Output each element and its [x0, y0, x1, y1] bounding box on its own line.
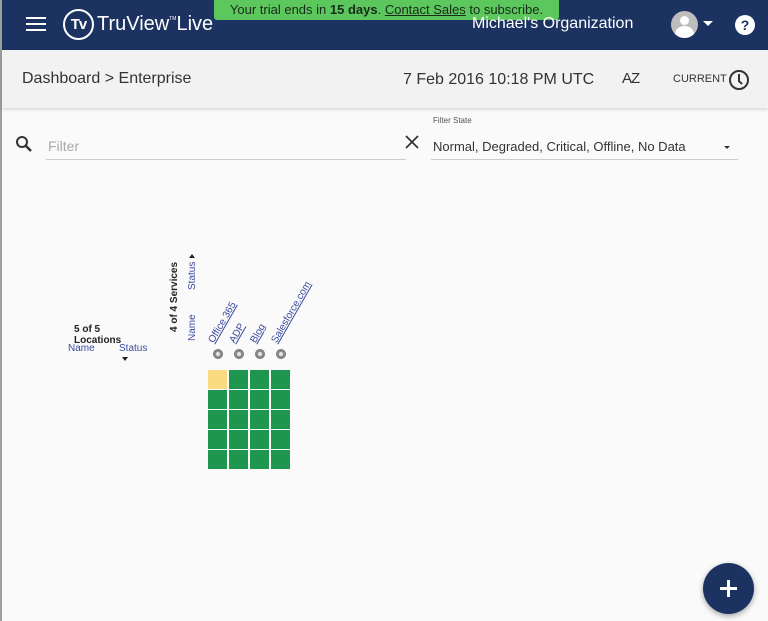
status-cell-normal[interactable] — [250, 430, 269, 449]
globe-icon — [234, 349, 244, 359]
menu-icon[interactable] — [26, 17, 46, 33]
add-button[interactable] — [703, 563, 754, 614]
current-time-button[interactable]: CURRENT — [673, 73, 727, 85]
status-cell-normal[interactable] — [250, 450, 269, 469]
status-cell-normal[interactable] — [250, 410, 269, 429]
top-app-bar: Tv TruViewTMLive Your trial ends in 15 d… — [2, 0, 768, 50]
status-cell-normal[interactable] — [271, 410, 290, 429]
trial-banner: Your trial ends in 15 days. Contact Sale… — [214, 0, 559, 20]
logo-badge: Tv — [63, 9, 94, 40]
trial-days: 15 days — [329, 2, 378, 17]
search-icon — [16, 136, 32, 152]
app-logo[interactable]: Tv TruViewTMLive — [63, 9, 213, 40]
sort-caret-icon — [189, 253, 196, 258]
chevron-down-icon — [724, 146, 730, 149]
sort-az-icon[interactable]: AZ — [622, 70, 640, 87]
breadcrumb: Dashboard > Enterprise — [22, 70, 192, 87]
filter-input[interactable] — [46, 132, 406, 160]
app-name: TruViewTMLive — [97, 13, 214, 35]
status-cell-normal[interactable] — [271, 390, 290, 409]
locations-sort-status[interactable]: Status — [119, 343, 147, 365]
status-cell-normal[interactable] — [229, 410, 248, 429]
status-cell-degraded[interactable] — [208, 370, 227, 389]
services-sort-status[interactable]: Status — [187, 253, 198, 290]
globe-icon — [255, 349, 265, 359]
clear-filter-icon[interactable] — [404, 134, 420, 150]
status-cell-normal[interactable] — [271, 370, 290, 389]
globe-icon — [213, 349, 223, 359]
status-cell-normal[interactable] — [250, 390, 269, 409]
locations-sort-name[interactable]: Name — [68, 343, 95, 354]
sort-caret-icon — [122, 357, 128, 362]
page-header: Dashboard > Enterprise 7 Feb 2016 10:18 … — [2, 50, 768, 108]
status-cell-normal[interactable] — [229, 430, 248, 449]
locations-count: 5 of 5 Locations — [74, 324, 122, 346]
status-cell-normal[interactable] — [229, 390, 248, 409]
service-header-salesforce[interactable]: Salesforce.com — [269, 279, 314, 345]
clock-icon[interactable] — [729, 70, 749, 90]
services-count: 4 of 4 Services — [169, 261, 180, 332]
status-cell-normal[interactable] — [208, 430, 227, 449]
user-menu-caret-icon[interactable] — [703, 21, 713, 26]
status-cell-normal[interactable] — [229, 450, 248, 469]
status-cell-normal[interactable] — [208, 390, 227, 409]
filter-state-label: Filter State — [433, 116, 472, 125]
breadcrumb-enterprise: Enterprise — [118, 70, 192, 87]
status-cell-normal[interactable] — [271, 450, 290, 469]
globe-icon — [276, 349, 286, 359]
status-cell-normal[interactable] — [250, 370, 269, 389]
help-icon[interactable]: ? — [735, 15, 755, 35]
current-datetime[interactable]: 7 Feb 2016 10:18 PM UTC — [403, 71, 595, 88]
user-avatar[interactable] — [671, 11, 698, 38]
contact-sales-link[interactable]: Contact Sales — [384, 2, 466, 17]
status-cell-normal[interactable] — [208, 450, 227, 469]
service-header-blog[interactable]: Blog — [248, 322, 269, 345]
status-cell-normal[interactable] — [229, 370, 248, 389]
filter-state-select[interactable]: Normal, Degraded, Critical, Offline, No … — [431, 134, 738, 160]
breadcrumb-dashboard[interactable]: Dashboard — [22, 70, 101, 87]
services-sort-name[interactable]: Name — [187, 314, 198, 341]
organization-name: Michael's Organization — [472, 15, 634, 32]
status-cell-normal[interactable] — [271, 430, 290, 449]
status-cell-normal[interactable] — [208, 410, 227, 429]
service-header-adp[interactable]: ADP — [227, 321, 248, 345]
